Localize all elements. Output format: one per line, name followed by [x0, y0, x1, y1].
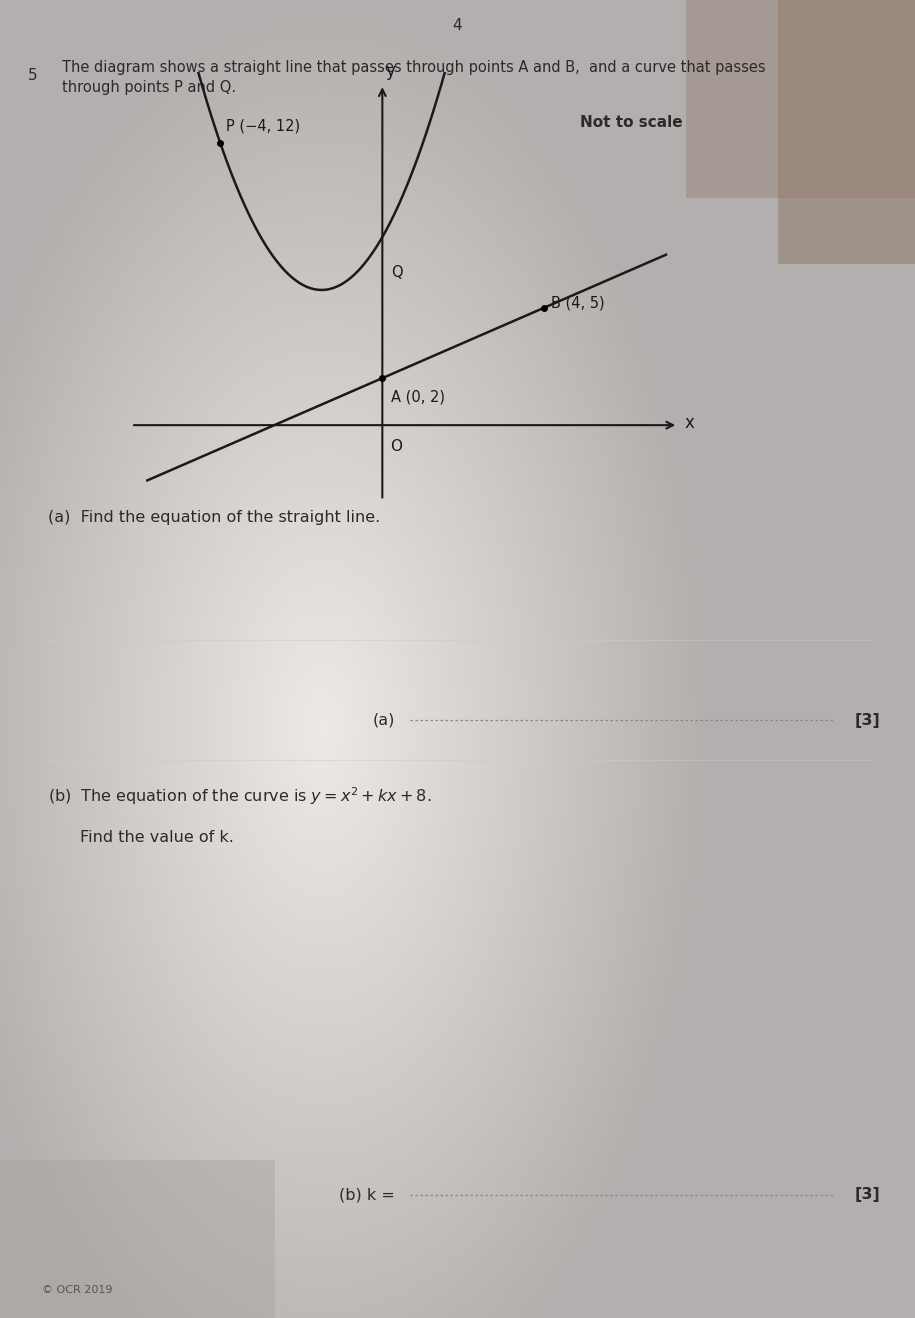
Text: (b)  The equation of the curve is $y = x^2 + kx + 8$.: (b) The equation of the curve is $y = x^… — [48, 786, 432, 807]
Bar — [0, 1160, 274, 1318]
Text: y: y — [385, 62, 395, 79]
Text: Q: Q — [392, 265, 403, 279]
Text: [3]: [3] — [855, 713, 881, 728]
Text: 4: 4 — [452, 18, 462, 33]
Text: (b) k =: (b) k = — [339, 1188, 395, 1202]
Bar — [778, 0, 915, 264]
Text: (a): (a) — [372, 713, 395, 728]
Text: through points P and Q.: through points P and Q. — [62, 80, 236, 95]
Text: 5: 5 — [28, 69, 38, 83]
Text: B (4, 5): B (4, 5) — [551, 295, 604, 311]
Text: The diagram shows a straight line that passes through points A and B,  and a cur: The diagram shows a straight line that p… — [62, 61, 766, 75]
Bar — [686, 0, 915, 198]
Text: A (0, 2): A (0, 2) — [392, 390, 446, 405]
Text: P (−4, 12): P (−4, 12) — [226, 119, 300, 133]
Text: [3]: [3] — [855, 1188, 881, 1202]
Text: Find the value of k.: Find the value of k. — [80, 830, 234, 845]
Text: x: x — [684, 414, 694, 432]
Text: O: O — [390, 439, 402, 455]
Text: (a)  Find the equation of the straight line.: (a) Find the equation of the straight li… — [48, 510, 381, 525]
Text: © OCR 2019: © OCR 2019 — [42, 1285, 113, 1296]
Text: Not to scale: Not to scale — [580, 115, 683, 130]
